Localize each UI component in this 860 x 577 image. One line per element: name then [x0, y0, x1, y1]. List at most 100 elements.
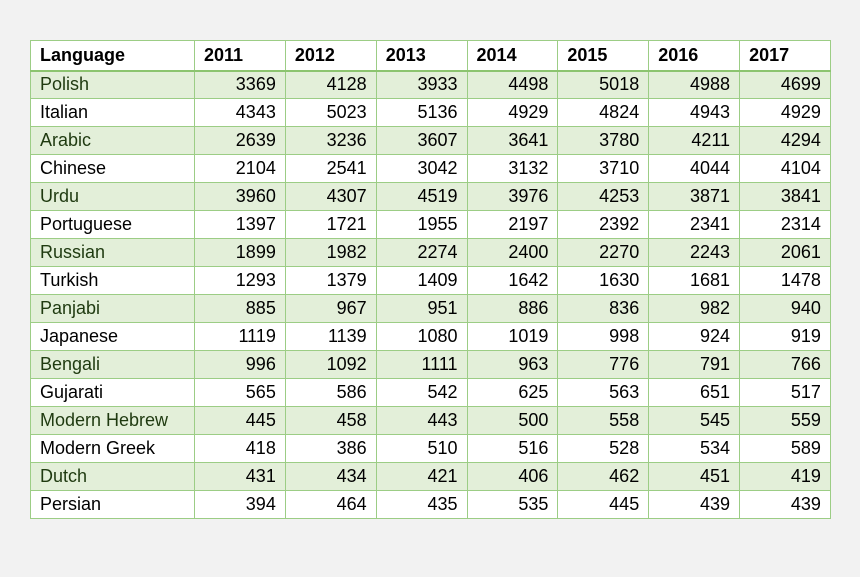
- column-header-year: 2014: [466, 40, 559, 72]
- count-cell: 940: [739, 294, 831, 323]
- count-cell: 458: [284, 406, 377, 435]
- count-cell: 558: [557, 406, 650, 435]
- language-cell: Italian: [30, 98, 195, 127]
- count-cell: 559: [739, 406, 831, 435]
- count-cell: 4988: [648, 70, 741, 99]
- language-cell: Modern Greek: [30, 434, 195, 463]
- count-cell: 3042: [375, 154, 468, 183]
- count-cell: 1409: [375, 266, 468, 295]
- count-cell: 885: [194, 294, 286, 323]
- count-cell: 4294: [739, 126, 831, 155]
- table-body: Polish 3369 4128 3933 4498 5018 4988 4699 Italia…: [30, 70, 831, 519]
- table-row: Russian 1899 1982 2274 2400 2270 2243 2061: [30, 238, 831, 267]
- language-cell: Russian: [30, 238, 195, 267]
- count-cell: 4211: [648, 126, 741, 155]
- count-cell: 1080: [375, 322, 468, 351]
- count-cell: 3607: [375, 126, 468, 155]
- column-header-year: 2013: [375, 40, 468, 72]
- count-cell: 1478: [739, 266, 831, 295]
- column-header-language: Language: [30, 40, 195, 72]
- count-cell: 3976: [466, 182, 559, 211]
- language-cell: Panjabi: [30, 294, 195, 323]
- table-row: Italian 4343 5023 5136 4929 4824 4943 4929: [30, 98, 831, 127]
- count-cell: 421: [375, 462, 468, 491]
- column-header-year: 2017: [739, 40, 831, 72]
- count-cell: 2270: [557, 238, 650, 267]
- count-cell: 4343: [194, 98, 286, 127]
- count-cell: 5136: [375, 98, 468, 127]
- language-cell: Urdu: [30, 182, 195, 211]
- count-cell: 919: [739, 322, 831, 351]
- column-header-year: 2015: [557, 40, 650, 72]
- count-cell: 1721: [284, 210, 377, 239]
- count-cell: 4943: [648, 98, 741, 127]
- count-cell: 1899: [194, 238, 286, 267]
- count-cell: 996: [194, 350, 286, 379]
- count-cell: 886: [466, 294, 559, 323]
- count-cell: 3236: [284, 126, 377, 155]
- table-row: Turkish 1293 1379 1409 1642 1630 1681 1478: [30, 266, 831, 295]
- language-cell: Modern Hebrew: [30, 406, 195, 435]
- count-cell: 2400: [466, 238, 559, 267]
- table-row: Modern Greek 418 386 510 516 528 534 589: [30, 434, 831, 463]
- count-cell: 4929: [466, 98, 559, 127]
- count-cell: 394: [194, 490, 286, 519]
- count-cell: 1379: [284, 266, 377, 295]
- count-cell: 435: [375, 490, 468, 519]
- count-cell: 535: [466, 490, 559, 519]
- table-row: Chinese 2104 2541 3042 3132 3710 4044 4104: [30, 154, 831, 183]
- language-cell: Turkish: [30, 266, 195, 295]
- count-cell: 1955: [375, 210, 468, 239]
- count-cell: 3780: [557, 126, 650, 155]
- count-cell: 1642: [466, 266, 559, 295]
- count-cell: 2197: [466, 210, 559, 239]
- count-cell: 4128: [284, 70, 377, 99]
- count-cell: 386: [284, 434, 377, 463]
- count-cell: 4824: [557, 98, 650, 127]
- count-cell: 4498: [466, 70, 559, 99]
- count-cell: 464: [284, 490, 377, 519]
- count-cell: 4044: [648, 154, 741, 183]
- table-row: Japanese 1119 1139 1080 1019 998 924 919: [30, 322, 831, 351]
- count-cell: 589: [739, 434, 831, 463]
- count-cell: 434: [284, 462, 377, 491]
- count-cell: 516: [466, 434, 559, 463]
- table-row: Dutch 431 434 421 406 462 451 419: [30, 462, 831, 491]
- count-cell: 2314: [739, 210, 831, 239]
- table-row: Polish 3369 4128 3933 4498 5018 4988 4699: [30, 70, 831, 99]
- count-cell: 542: [375, 378, 468, 407]
- language-statistics-table: Language 2011 2012 2013 2014 2015 2016 2017 Pol…: [30, 40, 831, 519]
- language-cell: Dutch: [30, 462, 195, 491]
- count-cell: 791: [648, 350, 741, 379]
- count-cell: 967: [284, 294, 377, 323]
- count-cell: 1119: [194, 322, 286, 351]
- count-cell: 1982: [284, 238, 377, 267]
- count-cell: 4519: [375, 182, 468, 211]
- language-cell: Polish: [30, 70, 195, 99]
- table-row: Panjabi 885 967 951 886 836 982 940: [30, 294, 831, 323]
- count-cell: 586: [284, 378, 377, 407]
- count-cell: 2541: [284, 154, 377, 183]
- count-cell: 2243: [648, 238, 741, 267]
- count-cell: 4307: [284, 182, 377, 211]
- count-cell: 3871: [648, 182, 741, 211]
- count-cell: 625: [466, 378, 559, 407]
- count-cell: 766: [739, 350, 831, 379]
- count-cell: 439: [648, 490, 741, 519]
- count-cell: 924: [648, 322, 741, 351]
- count-cell: 4253: [557, 182, 650, 211]
- count-cell: 2061: [739, 238, 831, 267]
- column-header-year: 2012: [284, 40, 377, 72]
- count-cell: 3641: [466, 126, 559, 155]
- column-header-year: 2016: [648, 40, 741, 72]
- language-cell: Portuguese: [30, 210, 195, 239]
- count-cell: 3369: [194, 70, 286, 99]
- table-header-row: Language 2011 2012 2013 2014 2015 2016 2017: [30, 40, 831, 72]
- count-cell: 1681: [648, 266, 741, 295]
- count-cell: 4699: [739, 70, 831, 99]
- language-cell: Chinese: [30, 154, 195, 183]
- count-cell: 1019: [466, 322, 559, 351]
- count-cell: 4104: [739, 154, 831, 183]
- count-cell: 462: [557, 462, 650, 491]
- count-cell: 510: [375, 434, 468, 463]
